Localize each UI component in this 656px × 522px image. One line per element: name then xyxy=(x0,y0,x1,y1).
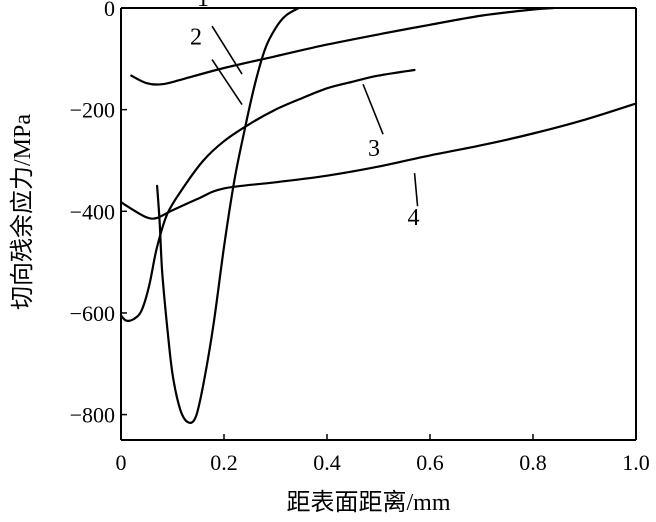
curve-label-1: 1 xyxy=(197,0,209,12)
x-tick-label: 0.4 xyxy=(313,450,341,475)
y-tick-label: −800 xyxy=(70,403,115,428)
curve-label-4: 4 xyxy=(408,205,420,231)
x-tick-label: 0.8 xyxy=(519,450,547,475)
curve-2 xyxy=(156,6,300,424)
curve-label-leader xyxy=(362,83,384,135)
x-tick-label: 0 xyxy=(116,450,127,475)
curve-label-leader xyxy=(211,25,243,75)
plot-frame xyxy=(120,7,637,441)
y-tick-label: −200 xyxy=(70,98,115,123)
curve-4 xyxy=(119,102,638,220)
x-tick-label: 0.6 xyxy=(416,450,444,475)
x-axis-ticks: 0 0.2 0.4 0.6 0.8 1.0 xyxy=(116,434,650,475)
curve-label-leader xyxy=(413,173,419,207)
curve-label-2: 2 xyxy=(190,25,202,51)
y-axis-ticks: 0 −200 −400 −600 −800 xyxy=(70,0,127,428)
curve-label-leader xyxy=(211,59,243,106)
y-tick-label: −400 xyxy=(70,199,115,224)
curve-label-3: 3 xyxy=(368,136,380,162)
x-tick-label: 1.0 xyxy=(622,450,650,475)
curve-1 xyxy=(130,6,555,86)
curve-labels: 1 2 3 4 xyxy=(190,0,420,231)
x-tick-label: 0.2 xyxy=(210,450,238,475)
stress-curves xyxy=(119,6,638,424)
x-axis-title: 距表面距离/mm xyxy=(286,489,450,516)
y-tick-label: −600 xyxy=(70,301,115,326)
curve-3 xyxy=(119,68,416,322)
y-tick-label: 0 xyxy=(104,0,115,21)
y-axis-title: 切向残余应力/MPa xyxy=(9,114,36,310)
